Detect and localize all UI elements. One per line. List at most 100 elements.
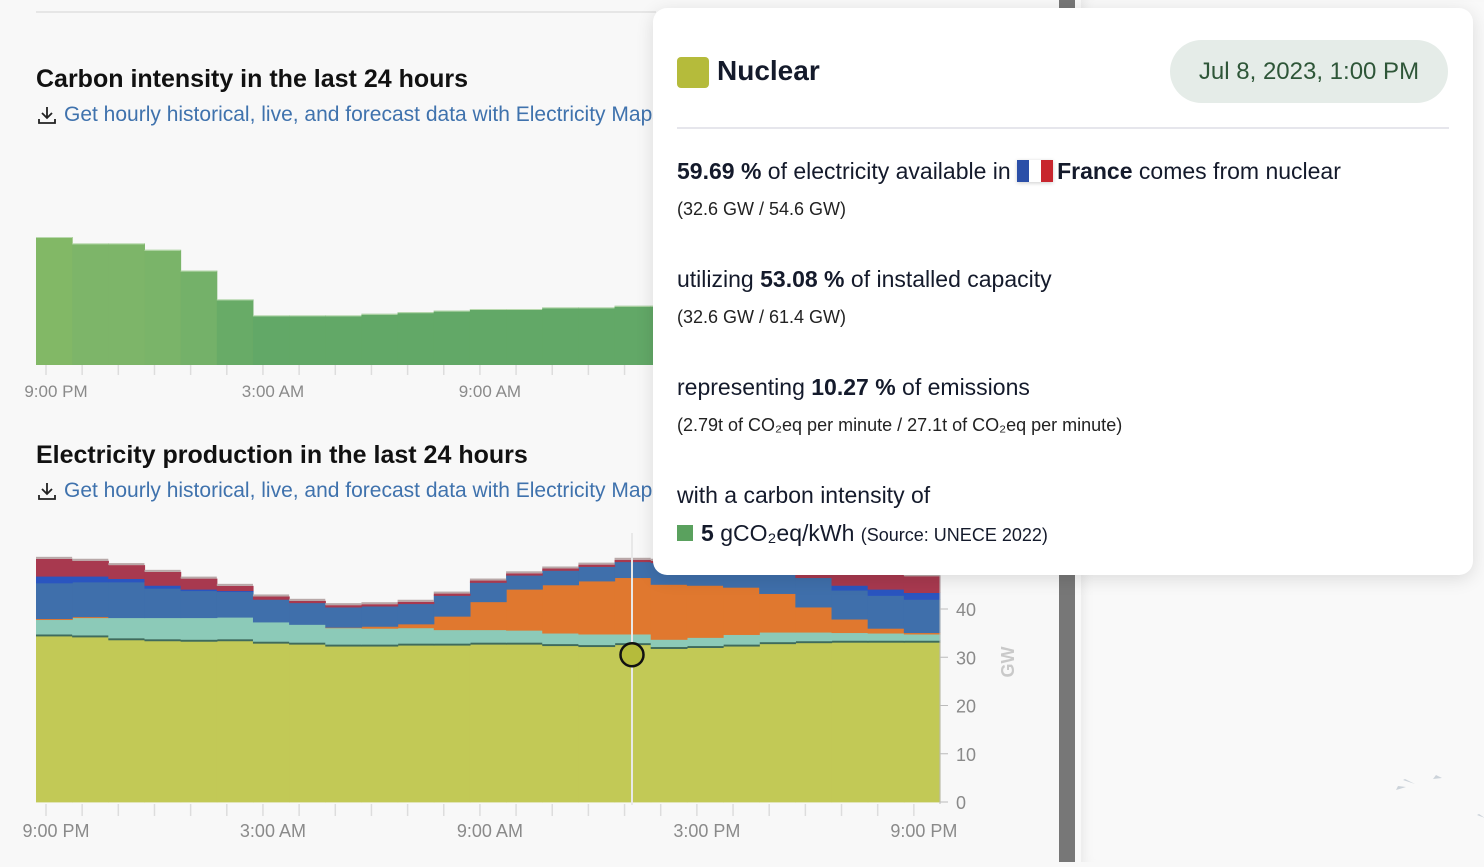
x-tick-label: 9:00 PM (22, 821, 89, 841)
area-segment-hydro-storage (72, 576, 109, 583)
intensity-number: 5 (701, 520, 721, 546)
area-segment-wind (216, 617, 254, 640)
area-segment-biomass (506, 642, 543, 645)
production-api-link-text: Get hourly historical, live, and forecas… (64, 479, 653, 502)
capacity-line: utilizing 53.08 % of installed capacity (677, 266, 1052, 293)
area-top-edge (469, 578, 507, 581)
carbon-bar (72, 243, 109, 365)
area-segment-hydro (469, 582, 507, 603)
carbon-api-link-text: Get hourly historical, live, and forecas… (64, 103, 653, 126)
download-icon (38, 483, 56, 500)
area-segment-hydro (542, 570, 579, 586)
tooltip-date: Jul 8, 2023, 1:00 PM (1198, 57, 1420, 85)
area-segment-biomass (325, 644, 363, 647)
area-segment-hydro-storage (903, 592, 941, 600)
area-segment-gas (325, 605, 363, 608)
area-segment-biomass (108, 637, 146, 641)
area-segment-hydro (216, 591, 254, 618)
area-segment-biomass (903, 640, 941, 643)
area-segment-nuclear (216, 640, 254, 803)
area-segment-hydro (506, 575, 543, 590)
area-segment-hydro (795, 577, 833, 608)
area-segment-hydro-storage (144, 585, 182, 589)
area-top-edge (542, 566, 579, 569)
carbon-bar (397, 312, 435, 365)
carbon-bar (252, 315, 290, 365)
area-segment-biomass (36, 634, 73, 637)
carbon-bar-top (578, 307, 615, 309)
share-text-end: comes from nuclear (1138, 158, 1341, 184)
area-segment-wind (325, 627, 363, 645)
area-segment-nuclear (542, 645, 579, 803)
share-line: 59.69 % of electricity available in Fran… (677, 158, 1341, 185)
area-segment-solar (506, 589, 543, 631)
carbon-bar (144, 249, 182, 365)
emissions-text-end: of emissions (902, 374, 1030, 400)
area-segment-hydro (289, 602, 326, 625)
area-segment-wind (361, 628, 399, 645)
area-segment-nuclear (795, 642, 833, 803)
area-top-edge (361, 602, 398, 605)
area-segment-solar (831, 619, 869, 634)
production-chart-title: Electricity production in the last 24 ho… (36, 441, 528, 469)
capacity-text-end: of installed capacity (850, 266, 1052, 292)
area-top-edge (325, 603, 362, 606)
intensity-label: with a carbon intensity of (677, 482, 931, 508)
carbon-bar-top (325, 315, 362, 317)
area-segment-hydro (759, 570, 796, 594)
area-top-edge (216, 583, 253, 586)
area-segment-wind (289, 624, 326, 643)
tooltip-date-pill: Jul 8, 2023, 1:00 PM (1170, 40, 1448, 103)
area-segment-wind (795, 632, 833, 642)
x-tick-label: 9:00 AM (459, 382, 521, 401)
area-segment-hydro (72, 581, 109, 618)
area-segment-nuclear (903, 642, 941, 803)
area-segment-biomass (650, 646, 688, 649)
area-segment-solar (325, 627, 363, 629)
y-tick-label: 40 (956, 600, 976, 620)
area-segment-wind (903, 634, 941, 641)
area-segment-solar (542, 584, 579, 634)
intensity-color-swatch (677, 525, 693, 541)
carbon-bar-top (433, 310, 470, 312)
section-divider (36, 11, 656, 13)
area-segment-biomass (397, 643, 435, 646)
production-api-link[interactable]: Get hourly historical, live, and forecas… (36, 479, 653, 503)
carbon-bar-top (542, 307, 579, 309)
area-segment-solar (72, 616, 109, 619)
area-segment-biomass (361, 644, 399, 647)
area-segment-wind (36, 619, 73, 635)
area-segment-hydro (36, 582, 73, 620)
carbon-bar (578, 307, 616, 365)
area-segment-hydro (325, 607, 363, 628)
area-segment-gas (180, 578, 218, 590)
area-segment-nuclear (650, 648, 688, 803)
area-segment-hydro-storage (36, 576, 73, 584)
carbon-bar-top (216, 299, 253, 301)
carbon-bar (506, 309, 543, 365)
area-segment-wind (72, 617, 109, 636)
area-segment-solar (723, 587, 760, 635)
carbon-bar (433, 310, 471, 365)
carbon-api-link[interactable]: Get hourly historical, live, and forecas… (36, 103, 653, 127)
area-top-edge (506, 571, 543, 574)
area-segment-solar (903, 632, 941, 635)
area-segment-wind (686, 637, 724, 647)
area-segment-nuclear (723, 646, 760, 803)
area-segment-nuclear (578, 646, 616, 803)
emissions-pct: 10.27 % (811, 374, 896, 400)
area-segment-gas (542, 568, 579, 571)
area-segment-solar (650, 584, 688, 640)
area-segment-biomass (252, 641, 290, 644)
area-segment-biomass (144, 638, 182, 642)
electricity-production-chart[interactable]: 0 10 20 30 40 GW 9:00 PM 3:00 AM 9:00 AM 3:00 PM 9… (0, 0, 1060, 862)
area-segment-hydro (180, 590, 218, 619)
area-segment-biomass (831, 640, 869, 643)
area-segment-biomass (686, 645, 724, 648)
share-sub: (32.6 GW / 54.6 GW) (677, 199, 847, 219)
carbon-bar (361, 313, 399, 365)
area-segment-nuclear (759, 643, 796, 803)
area-top-edge (72, 558, 109, 561)
area-segment-gas (252, 596, 290, 600)
tooltip-mode-name: Nuclear (717, 55, 820, 86)
